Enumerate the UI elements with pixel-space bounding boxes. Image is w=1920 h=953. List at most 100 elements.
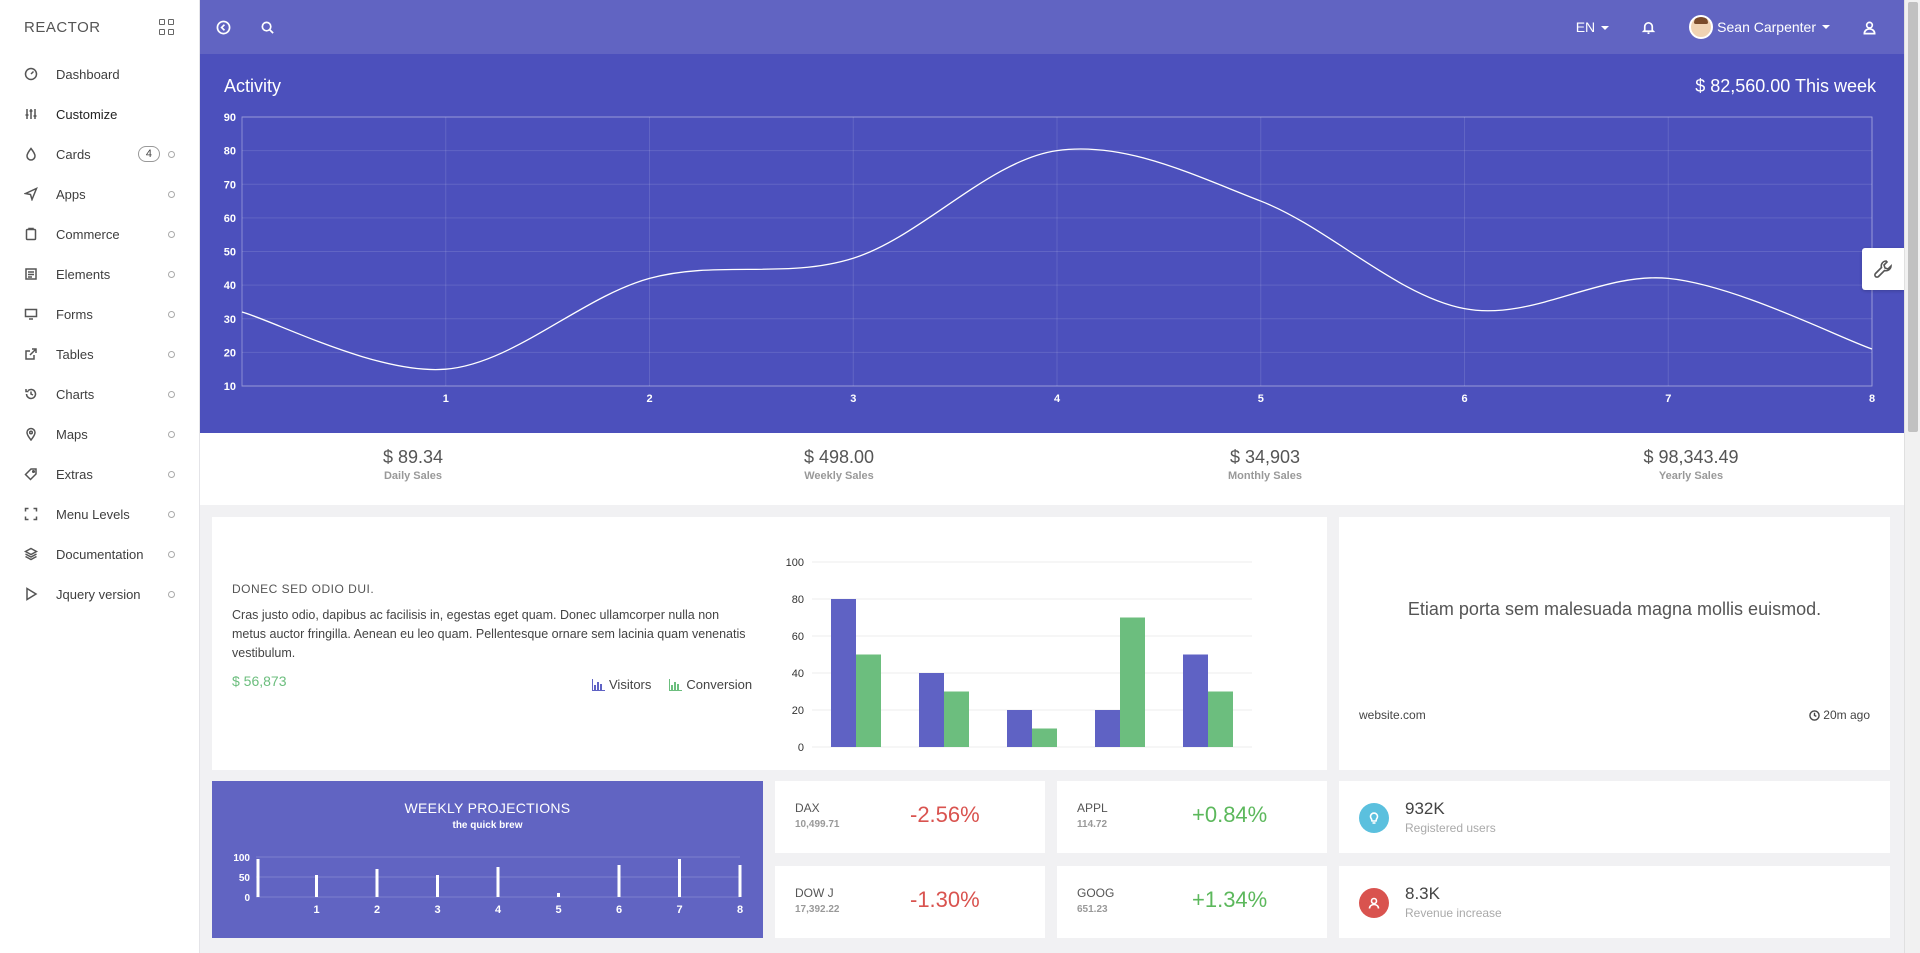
bar-conversion [1120, 617, 1145, 747]
sidebar-item-dashboard[interactable]: Dashboard [0, 54, 199, 94]
y-tick-label: 20 [224, 347, 236, 359]
y-tick-label: 50 [224, 247, 236, 259]
sidebar-item-apps[interactable]: Apps [0, 174, 199, 214]
ticker-value: 10,499.71 [795, 819, 840, 830]
stat-value: $ 98,343.49 [1643, 447, 1739, 467]
ticker-card: APPL 114.72 +0.84% [1057, 781, 1327, 853]
sidebar-item-maps[interactable]: Maps [0, 414, 199, 454]
sidebar-item-commerce[interactable]: Commerce [0, 214, 199, 254]
stat-label: Daily Sales [383, 470, 443, 482]
grid-icon[interactable] [159, 19, 175, 35]
paper-plane-icon [24, 187, 38, 201]
bar-visitors [1007, 710, 1032, 747]
sidebar-item-documentation[interactable]: Documentation [0, 534, 199, 574]
share-icon [24, 347, 38, 361]
x-tick-label: 6 [616, 904, 622, 916]
activity-panel: Activity $ 82,560.00 This week 10 20 30 40 5… [200, 54, 1904, 433]
x-tick-label: 8 [1869, 393, 1875, 405]
weekly-projections-card: WEEKLY PROJECTIONS the quick brew 0 50 100… [212, 781, 763, 938]
avatar [1689, 15, 1714, 39]
ticker-change: -2.56% [910, 802, 980, 827]
ticker-change: -1.30% [910, 887, 980, 912]
layers-icon [24, 547, 38, 561]
legend-visitors-label: Visitors [609, 677, 652, 692]
sidebar-item-customize[interactable]: Customize [0, 94, 199, 134]
activity-title: Activity [224, 76, 282, 96]
ticker-name: DOW J [795, 886, 834, 900]
sidebar-item-jquery-version[interactable]: Jquery version [0, 574, 199, 614]
brand: REACTOR [0, 0, 199, 54]
sidebar-item-menu-levels[interactable]: Menu Levels [0, 494, 199, 534]
x-tick-label: 2 [646, 393, 652, 405]
x-tick-label: 4 [1054, 393, 1061, 405]
metric-value: 932K [1405, 799, 1445, 818]
monitor-icon [24, 307, 38, 321]
sidebar-item-cards[interactable]: Cards 4 [0, 134, 199, 174]
sidebar-item-charts[interactable]: Charts [0, 374, 199, 414]
bar-conversion [1208, 691, 1233, 747]
sidebar-item-label: Cards [56, 146, 91, 162]
sidebar-item-label: Tables [56, 346, 94, 362]
submenu-indicator-icon [168, 550, 175, 558]
language-selector[interactable]: EN [1575, 19, 1610, 35]
bell-icon[interactable] [1639, 18, 1657, 36]
stat-item: $ 498.00 Weekly Sales [626, 433, 1052, 505]
visitors-conversion-bar-chart: 0 20 40 60 80 100 [786, 557, 1252, 754]
bar-conversion [944, 691, 969, 747]
sidebar-item-label: Elements [56, 266, 111, 282]
sidebar-item-tables[interactable]: Tables [0, 334, 199, 374]
metric-card: 932K Registered users [1339, 781, 1890, 853]
user-menu[interactable]: Sean Carpenter [1689, 15, 1830, 39]
stat-item: $ 34,903 Monthly Sales [1052, 433, 1478, 505]
x-tick-label: 6 [1461, 393, 1467, 405]
submenu-indicator-icon [168, 190, 175, 198]
clock-icon [1809, 709, 1821, 721]
promo-price: $ 56,873 [232, 673, 287, 689]
scroll-thumb[interactable] [1908, 2, 1918, 432]
promo-text: DONEC SED ODIO DUI. Cras justo odio, dap… [232, 582, 752, 689]
y-tick-label: 10 [224, 381, 236, 393]
sidebar-item-label: Forms [56, 306, 93, 322]
back-circle-icon[interactable] [214, 18, 232, 36]
bar-visitors [1183, 654, 1208, 747]
submenu-indicator-icon [168, 230, 175, 238]
y-tick-label: 20 [792, 705, 804, 717]
expand-icon [24, 507, 38, 521]
promo-card: DONEC SED ODIO DUI. Cras justo odio, dap… [212, 517, 1327, 770]
metric-value: 8.3K [1405, 884, 1440, 903]
quote-site[interactable]: website.com [1359, 708, 1426, 722]
topbar: EN Sean Carpenter [200, 0, 1904, 54]
sidebar-item-forms[interactable]: Forms [0, 294, 199, 334]
submenu-indicator-icon [168, 590, 175, 598]
y-tick-label: 100 [786, 557, 804, 569]
x-tick-label: 7 [1665, 393, 1671, 405]
submenu-indicator-icon [168, 430, 175, 438]
tag-icon [24, 467, 38, 481]
sidebar-item-label: Commerce [56, 226, 120, 242]
submenu-indicator-icon [168, 510, 175, 518]
sidebar-item-label: Apps [56, 186, 86, 202]
history-icon [24, 387, 38, 401]
sidebar-item-label: Dashboard [56, 66, 120, 82]
x-tick-label: 5 [555, 904, 561, 916]
weekly-bar [436, 875, 439, 897]
search-icon[interactable] [258, 18, 276, 36]
sidebar-item-extras[interactable]: Extras [0, 454, 199, 494]
user-icon[interactable] [1860, 18, 1878, 36]
sidebar-item-label: Documentation [56, 546, 144, 562]
legend-conversion[interactable]: Conversion [669, 677, 752, 692]
y-tick-label: 80 [792, 594, 804, 606]
language-label: EN [1575, 19, 1596, 35]
metric-label: Revenue increase [1405, 906, 1502, 920]
submenu-indicator-icon [168, 150, 175, 158]
quote-card: Etiam porta sem malesuada magna mollis e… [1339, 517, 1890, 770]
sidebar-item-elements[interactable]: Elements [0, 254, 199, 294]
stat-label: Weekly Sales [804, 470, 874, 482]
y-tick-label: 90 [224, 112, 236, 124]
legend-visitors[interactable]: Visitors [592, 677, 651, 692]
page-scrollbar[interactable] [1904, 0, 1920, 953]
weekly-bar-chart: 0 50 100 1 2 3 4 5 6 7 8 [233, 853, 743, 916]
submenu-indicator-icon [168, 310, 175, 318]
ticker-name: APPL [1077, 801, 1108, 815]
wrench-icon[interactable] [1862, 248, 1904, 290]
